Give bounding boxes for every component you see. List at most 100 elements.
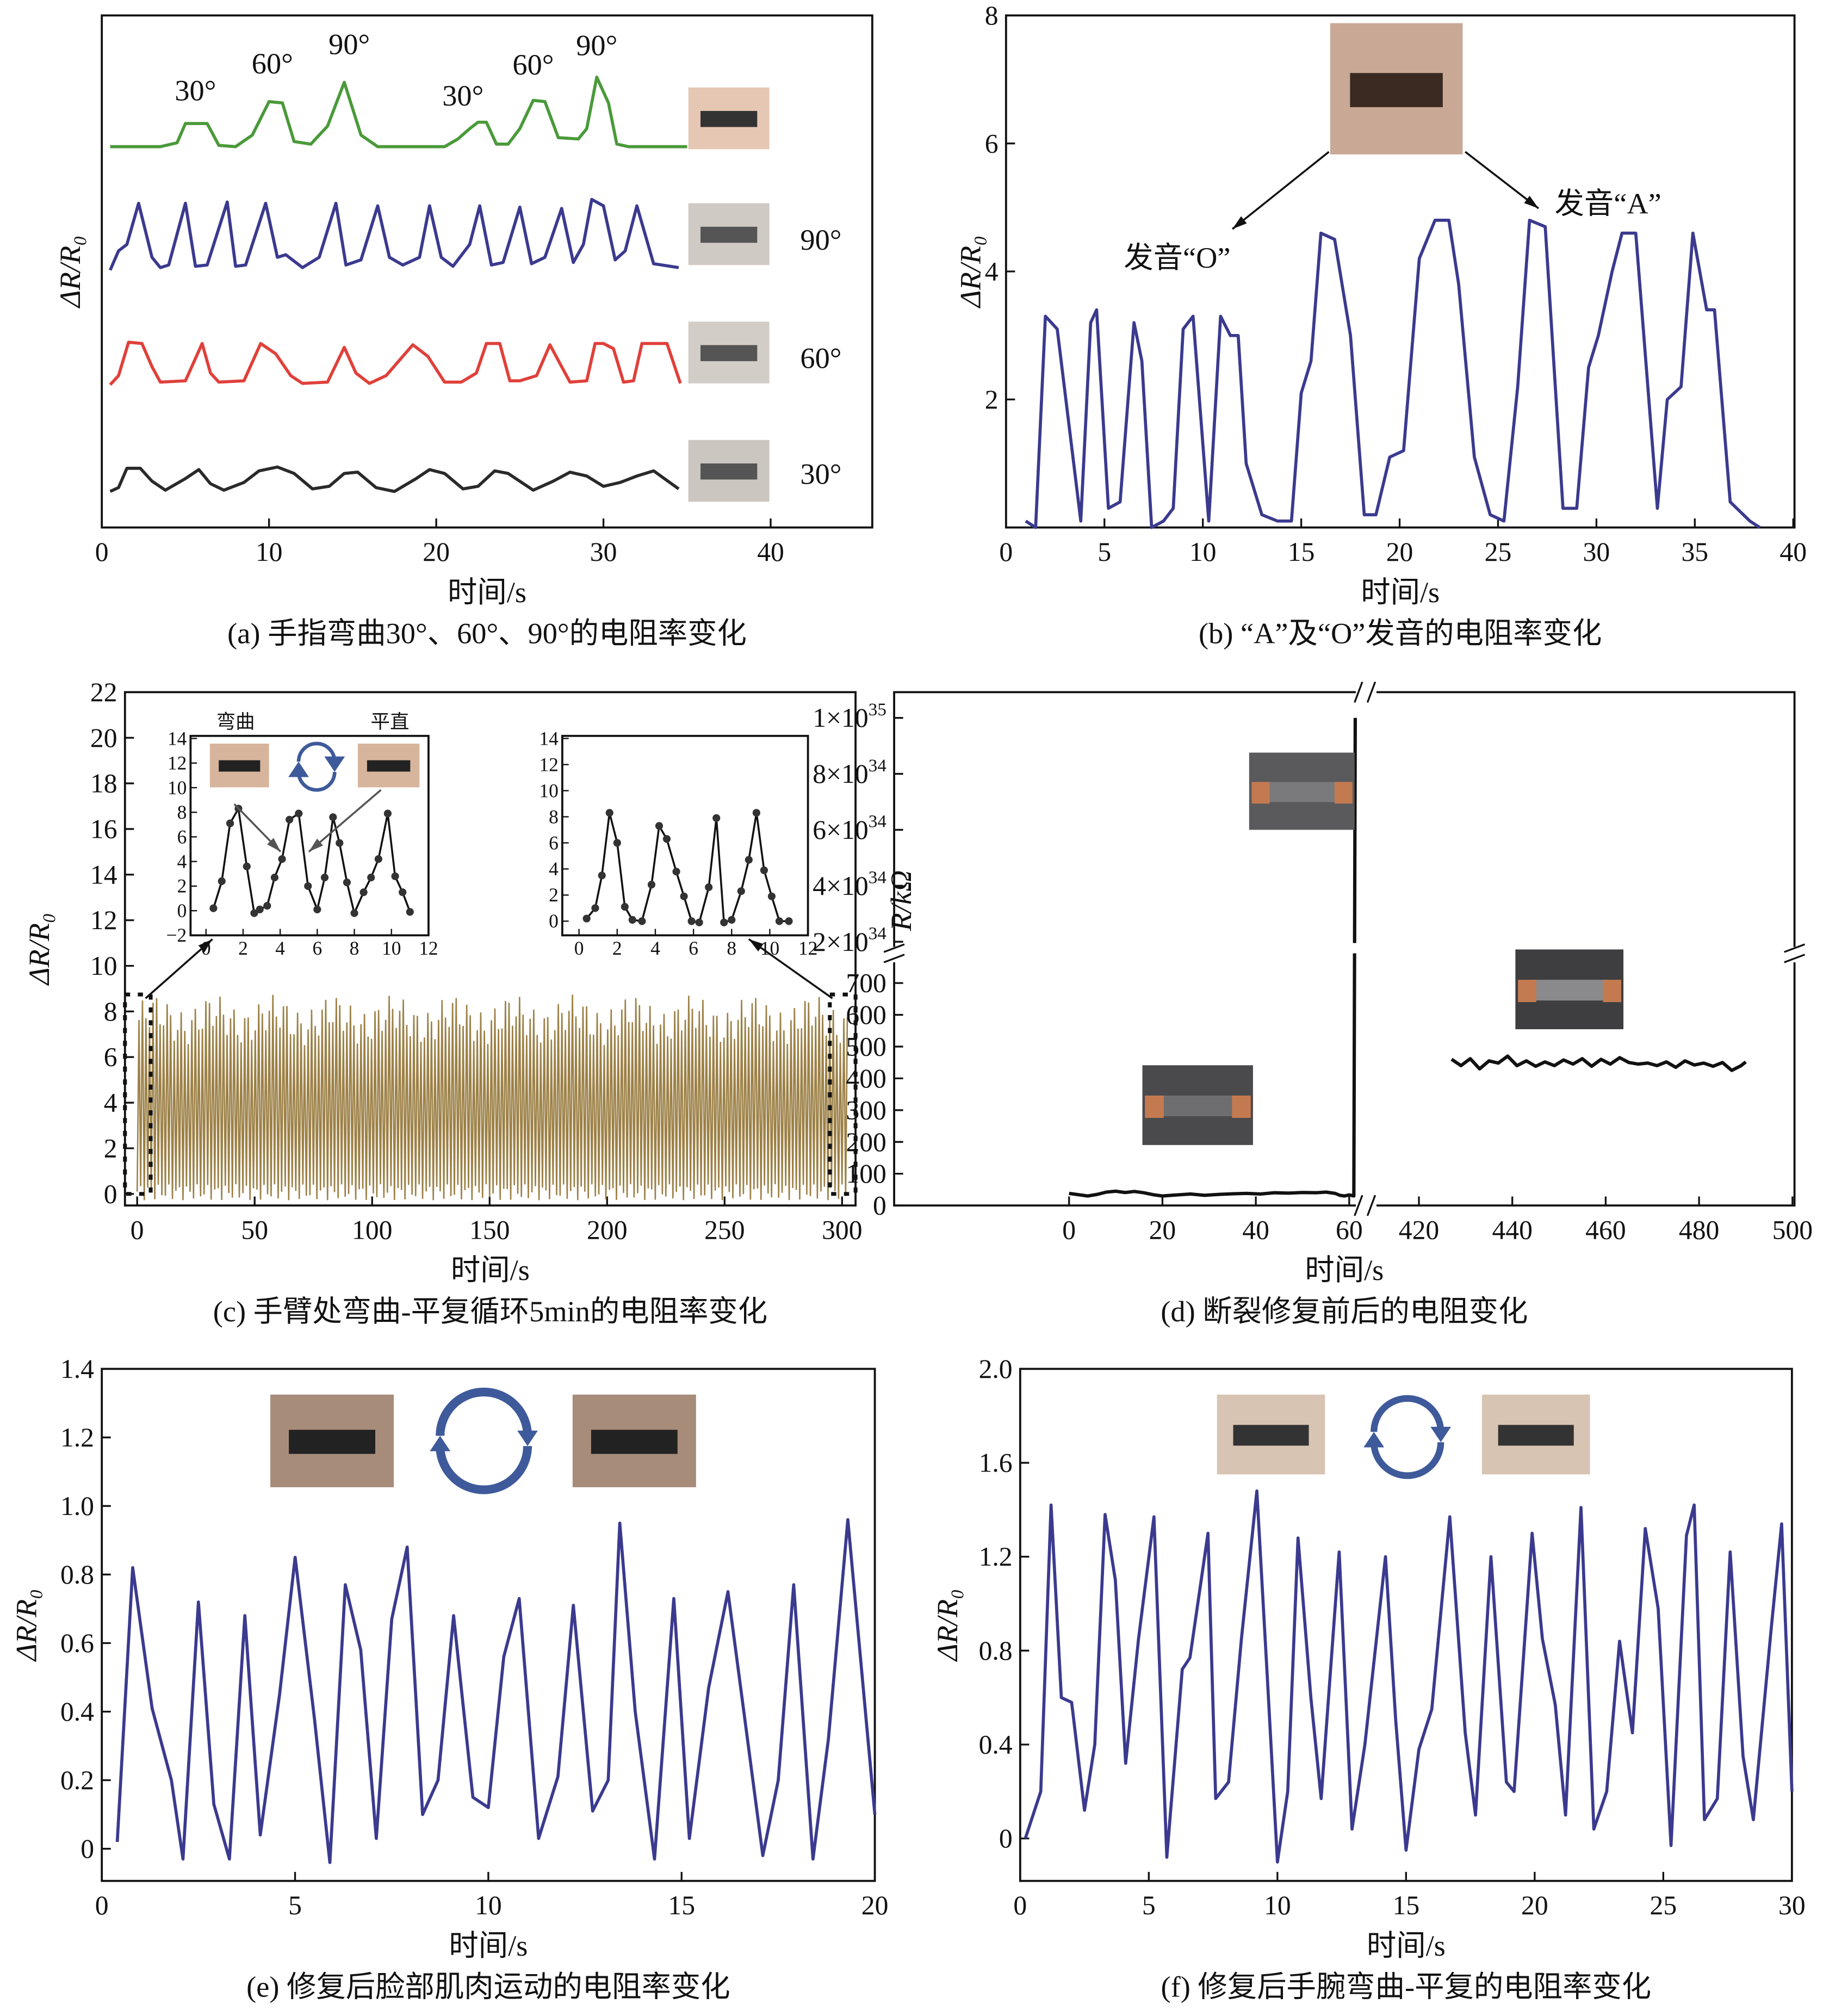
x-tick-label: 40 [1779, 537, 1807, 567]
inset-point [628, 916, 636, 924]
angle-annotation: 90° [328, 28, 370, 60]
angle-label: 90° [800, 224, 841, 256]
panel-caption: (d) 断裂修复前后的电阻变化 [1161, 1295, 1528, 1328]
plot-frame [101, 14, 873, 529]
x-tick-label: 440 [1492, 1215, 1532, 1245]
inset-x-tick-label: 4 [275, 937, 285, 959]
inset-y-tick-label: 2 [549, 884, 559, 906]
inset-point [745, 856, 753, 864]
y-axis-label: ΔR/R₀ [54, 236, 86, 308]
y-tick-label-sci: 2×1034 [813, 923, 886, 956]
x-tick-label: 100 [352, 1215, 392, 1245]
inset-line [586, 812, 789, 924]
x-tick-label: 30 [1583, 537, 1610, 567]
inset-point [760, 866, 768, 874]
inset-point [680, 892, 688, 900]
arrow-bent-head [267, 838, 281, 852]
inset-frame [189, 734, 430, 937]
x-tick-label: 0 [131, 1215, 144, 1245]
inset-x-tick-label: 2 [238, 937, 248, 959]
y-axis-label: ΔR/R₀ [23, 913, 55, 986]
inset-point [320, 873, 329, 882]
series-line-断裂 [1069, 718, 1357, 1198]
arrow-to-A [1465, 151, 1540, 209]
x-tick-label: 460 [1585, 1215, 1626, 1245]
inset-point [359, 888, 368, 896]
photo-finger-3 [688, 440, 770, 502]
photo-face-1 [270, 1394, 394, 1487]
angle-annotation: 90° [576, 29, 617, 62]
inset-point [243, 862, 251, 870]
inset-y-tick-label: 6 [549, 832, 559, 854]
photo-finger-1-sensor [700, 226, 758, 243]
y-axis-label: ΔR/R₀ [954, 236, 987, 308]
y-axis-label: R/kΩ [885, 870, 917, 932]
break-gap [1350, 943, 1372, 954]
axis-break-mark [1366, 681, 1376, 703]
plot-frame [1019, 1368, 1793, 1882]
angle-annotation: 60° [512, 48, 554, 81]
x-tick-label: 0 [999, 537, 1013, 567]
arrow-to-O-head [1232, 216, 1247, 229]
axis-break-mark [883, 943, 905, 953]
inset-y-tick-label: 14 [539, 727, 559, 749]
inset-y-tick-label: −2 [166, 924, 187, 946]
y-tick-label: 2 [104, 1133, 117, 1163]
arrow-to-inset-1-head [198, 939, 213, 953]
x-tick-label: 300 [822, 1215, 862, 1245]
cycle-arrows-icon [288, 741, 345, 792]
x-axis-label: 时间/s [448, 576, 526, 609]
y-tick-label: 10 [90, 951, 117, 981]
axis-break-mark [1354, 1195, 1363, 1216]
y-tick-label: 1.4 [60, 1354, 94, 1384]
angle-label: 60° [800, 342, 841, 374]
y-tick-label: 12 [90, 905, 117, 935]
inset-y-tick-label: 0 [177, 900, 187, 922]
inset-point [406, 908, 414, 916]
y-tick-label: 6 [985, 128, 999, 158]
y-tick-label: 1.0 [60, 1491, 94, 1521]
inset-x-tick-label: 6 [312, 937, 322, 959]
inset-x-tick-label: 4 [650, 937, 660, 959]
x-tick-label: 20 [1521, 1890, 1548, 1920]
photo-broken-film-sensor [1264, 782, 1339, 802]
inset-y-tick-label: 10 [539, 780, 558, 801]
inset-point [605, 809, 613, 817]
x-axis-label: 时间/s [1367, 1930, 1446, 1962]
inset-point [218, 877, 226, 885]
photo-arm-bent [209, 743, 269, 788]
inset-point [728, 916, 736, 924]
photo-arm-straight [357, 743, 420, 788]
panel-e: 0 5 10 15 20 0 0.2 0.4 0.6 0.8 1.0 1.2 1.4 时间/s ΔR/R₀ (… [10, 1354, 889, 2003]
photo-wrist-flat-sensor [1498, 1425, 1574, 1446]
axis-break-gap [889, 947, 900, 963]
inset-y-tick-label: 14 [168, 727, 187, 749]
photo-face-1-sensor [289, 1430, 376, 1454]
y-tick-label: 0 [873, 1191, 886, 1221]
axis-break-mark [1784, 943, 1806, 953]
exponent: 34 [869, 923, 887, 943]
x-tick-label: 60 [1336, 1215, 1363, 1245]
inset-y-tick-label: 0 [549, 910, 559, 932]
inset-point [343, 879, 351, 887]
inset-label-bent: 弯曲 [216, 711, 255, 733]
photo-arm-straight-sensor [367, 760, 411, 772]
exponent: 34 [869, 868, 887, 888]
inset-point [391, 872, 399, 880]
x-tick-label: 0 [95, 1890, 109, 1920]
series-line-手指弯曲 30°-60°-90° [110, 76, 687, 149]
inset-y-tick-label: 4 [549, 858, 559, 880]
x-tick-label: 0 [1062, 1215, 1076, 1245]
panel-caption: (c) 手臂处弯曲-平复循环5min的电阻率变化 [213, 1295, 767, 1328]
inset-point [687, 917, 696, 925]
inset-point [329, 813, 337, 821]
inset-point [598, 871, 606, 880]
y-tick-label: 18 [90, 769, 117, 799]
inset-point [647, 881, 656, 889]
zoom-region-start [123, 992, 153, 1196]
cycle-arrows-icon [430, 1387, 538, 1494]
inset-point [399, 888, 407, 896]
inset-y-tick-label: 10 [168, 777, 187, 799]
y-tick-label: 0 [999, 1823, 1013, 1853]
